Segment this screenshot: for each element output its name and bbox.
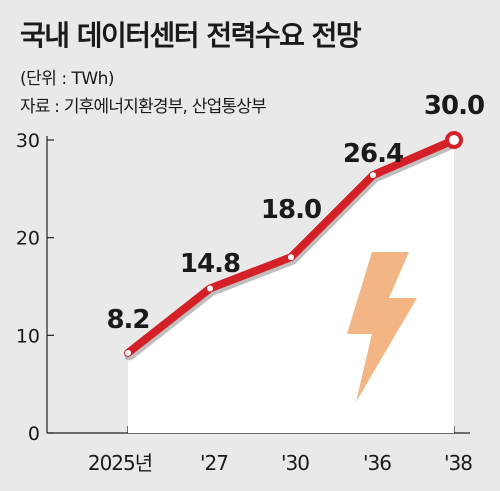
data-point: [288, 254, 294, 261]
data-point: [445, 131, 463, 149]
data-label: 30.0: [424, 91, 484, 121]
x-tick-label: '38: [444, 451, 472, 475]
x-tick-label: '30: [281, 451, 309, 475]
x-tick-label: '27: [200, 451, 228, 475]
x-tick-label: 2025년: [88, 451, 152, 475]
data-point: [370, 172, 376, 179]
data-label: 26.4: [343, 139, 403, 169]
y-tick-label: 0: [28, 423, 40, 445]
data-point: [125, 349, 131, 356]
unit-label: (단위 : TWh): [20, 69, 115, 89]
chart-title: 국내 데이터센터 전력수요 전망: [20, 19, 362, 52]
y-tick-label: 30: [16, 130, 40, 152]
y-tick-label: 10: [16, 325, 40, 347]
area-fill: [128, 140, 454, 433]
data-point: [207, 285, 213, 292]
y-tick-label: 20: [16, 228, 40, 250]
data-label: 8.2: [106, 305, 149, 335]
data-label: 14.8: [180, 249, 240, 279]
x-tick-label: '36: [363, 451, 391, 475]
data-label: 18.0: [261, 195, 321, 225]
source-label: 자료 : 기후에너지환경부, 산업통상부: [20, 97, 267, 117]
lightning-bolt-icon: [347, 252, 417, 402]
